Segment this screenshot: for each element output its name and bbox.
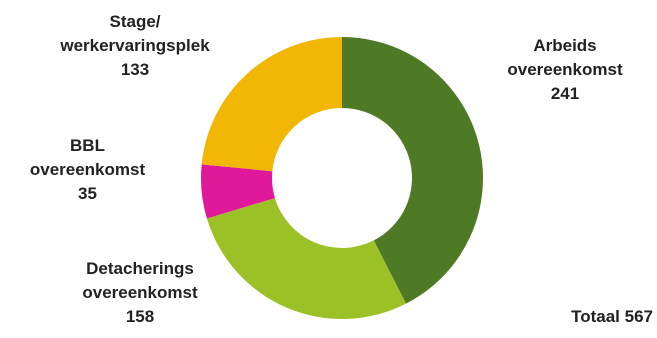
slice-value: 133 [120, 60, 150, 79]
slice-value: 241 [550, 84, 580, 103]
slice-bbl-overeenkomst [201, 164, 275, 219]
slice-label-line: Detacherings [86, 259, 194, 278]
slice-detacheringsovereenkomst [206, 198, 406, 319]
total-label: Totaal 567 [571, 307, 653, 326]
slice-label-detacheringsovereenkomst: Detacherings overeenkomst 158 [35, 257, 245, 329]
slice-value: 35 [78, 184, 97, 203]
slice-label-line: Stage/ [109, 12, 161, 31]
slice-label-line: werkervaringsplek [60, 36, 210, 55]
slice-value: 158 [125, 307, 155, 326]
slice-arbeidsovereenkomst [342, 37, 484, 304]
slice-stage-werkervaringsplek [201, 37, 342, 172]
slice-label-line: overeenkomst [82, 283, 198, 302]
slice-label-line: overeenkomst [29, 160, 146, 179]
slice-label-arbeidsovereenkomst: Arbeids overeenkomst 241 [485, 34, 645, 106]
slice-label-stage-werkervaringsplek: Stage/ werkervaringsplek 133 [0, 10, 270, 82]
slice-label-bbl-overeenkomst: BBL overeenkomst 35 [0, 134, 175, 206]
slice-label-line: Arbeids [533, 36, 597, 55]
slice-label-line: overeenkomst [507, 60, 623, 79]
slice-label-line: BBL [70, 136, 105, 155]
